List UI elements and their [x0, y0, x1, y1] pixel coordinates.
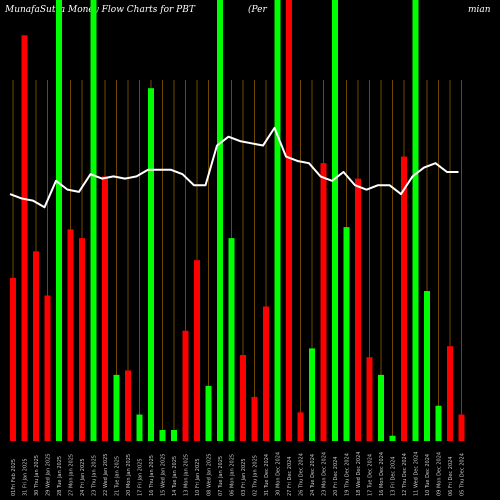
x-tick-label: 07 Tue Jan 2025	[218, 456, 224, 496]
x-tick-label: 21 Tue Jan 2025	[115, 456, 121, 496]
line-series	[9, 126, 459, 209]
bar-down	[194, 260, 200, 441]
x-tick-label: 14 Tue Jan 2025	[172, 456, 178, 496]
bar-up	[159, 429, 166, 441]
bar-down	[355, 178, 361, 442]
x-tick-label: 26 Thu Dec 2024	[299, 453, 305, 496]
x-tick-label: 24 Tue Dec 2024	[310, 454, 316, 496]
bar-up	[424, 291, 430, 441]
x-tick-label: 16 Thu Jan 2025	[149, 455, 155, 496]
bar-down	[67, 229, 74, 441]
bar-up	[412, 0, 419, 441]
bar-down	[33, 251, 39, 441]
bar-up	[217, 0, 223, 441]
x-tick-label: 31 Tue Dec 2024	[264, 454, 270, 496]
bar-down	[21, 35, 28, 441]
bar-down	[297, 412, 304, 441]
bar-down	[125, 370, 131, 441]
x-axis-labels: 01Fri Feb 2025 31 Fri Jan 2025 30 Thu Jan …	[11, 452, 466, 496]
bar-up	[148, 88, 154, 441]
x-tick-label: 01Fri Feb 2025	[11, 459, 17, 496]
bar-down	[447, 346, 453, 441]
x-tick-label: 31 Fri Jan 2025	[23, 458, 29, 496]
x-tick-label: 27 Mon Jan 2025	[69, 454, 75, 496]
bar-up	[56, 0, 62, 441]
bar-up	[90, 0, 97, 441]
x-tick-label: 16 Mon Dec 2024	[379, 452, 385, 496]
bar-up	[274, 0, 281, 441]
money-flow-line	[9, 126, 459, 209]
bar-up	[228, 238, 235, 441]
bar-up	[435, 405, 442, 441]
bar-up	[309, 348, 315, 441]
x-tick-label: 18 Wed Dec 2024	[356, 452, 362, 496]
x-tick-label: 12 Thu Dec 2024	[402, 453, 408, 496]
bar-down	[320, 163, 327, 442]
bar-down	[79, 238, 85, 441]
x-tick-label: 23 Thu Jan 2025	[92, 455, 98, 496]
x-tick-label: 30 Thu Jan 2025	[34, 455, 40, 496]
bar-up	[343, 227, 350, 441]
bar-up	[171, 429, 177, 441]
bar-down	[240, 355, 246, 441]
x-tick-label: 30 Mon Dec 2024	[276, 452, 282, 496]
x-tick-label: 05 Thu Dec 2024	[460, 453, 466, 496]
x-tick-label: 11 Wed Dec 2024	[414, 452, 420, 496]
bar-down	[10, 277, 16, 441]
x-tick-label: 20 Mon Jan 2025	[126, 454, 132, 496]
bar-down	[401, 156, 407, 441]
x-tick-label: 09 Mon Dec 2024	[437, 452, 443, 496]
x-tick-label: 27 Fri Dec 2024	[287, 457, 293, 497]
bar-up	[205, 385, 212, 441]
bar-down	[251, 396, 258, 441]
bar-series	[10, 0, 465, 442]
chart-title-symbol: (Per	[248, 5, 267, 15]
bar-down	[366, 357, 373, 441]
x-tick-label: 29 Wed Jan 2025	[46, 454, 52, 496]
x-tick-label: 02 Thu Jan 2025	[253, 455, 259, 496]
x-tick-label: 03 Fri Jan 2025	[241, 458, 247, 496]
x-tick-label: 06 Mon Jan 2025	[230, 454, 236, 496]
bar-up	[113, 374, 120, 441]
bar-up	[332, 0, 338, 441]
x-tick-label: 10 Fri Jan 2025	[195, 458, 201, 496]
x-tick-label: 23 Mon Dec 2024	[322, 452, 328, 496]
x-tick-label: 22 Wed Jan 2025	[103, 454, 109, 496]
bar-down	[182, 330, 189, 441]
x-tick-label: 24 Fri Jan 2025	[80, 458, 86, 496]
chart-title: MunafaSutra Money Flow Charts for PBT	[5, 5, 195, 15]
bar-down	[458, 414, 465, 441]
x-tick-label: 28 Tue Jan 2025	[57, 456, 63, 496]
x-tick-label: 06 Fri Dec 2024	[448, 457, 454, 497]
x-tick-label: 08 Wed Jan 2025	[207, 454, 213, 496]
bar-down	[263, 306, 269, 441]
x-tick-label: 17 Tue Dec 2024	[368, 454, 374, 496]
chart-title-suffix: mian	[468, 5, 491, 15]
bar-up	[136, 414, 143, 441]
bar-down	[44, 295, 51, 441]
x-tick-label: 15 Wed Jan 2025	[161, 454, 167, 496]
x-tick-label: 19 Thu Dec 2024	[345, 453, 351, 496]
x-tick-label: 17 Fri Jan 2025	[138, 458, 144, 496]
x-tick-label: 20 Fri Dec 2024	[333, 457, 339, 497]
x-tick-label: 13 Fri Dec 2024	[391, 457, 397, 497]
bar-up	[378, 374, 384, 441]
x-tick-label: 13 Mon Jan 2025	[184, 454, 190, 496]
x-tick-label: 10 Tue Dec 2024	[425, 454, 431, 496]
bar-up	[389, 435, 396, 441]
bar-down	[102, 176, 108, 441]
bar-down	[286, 0, 292, 441]
